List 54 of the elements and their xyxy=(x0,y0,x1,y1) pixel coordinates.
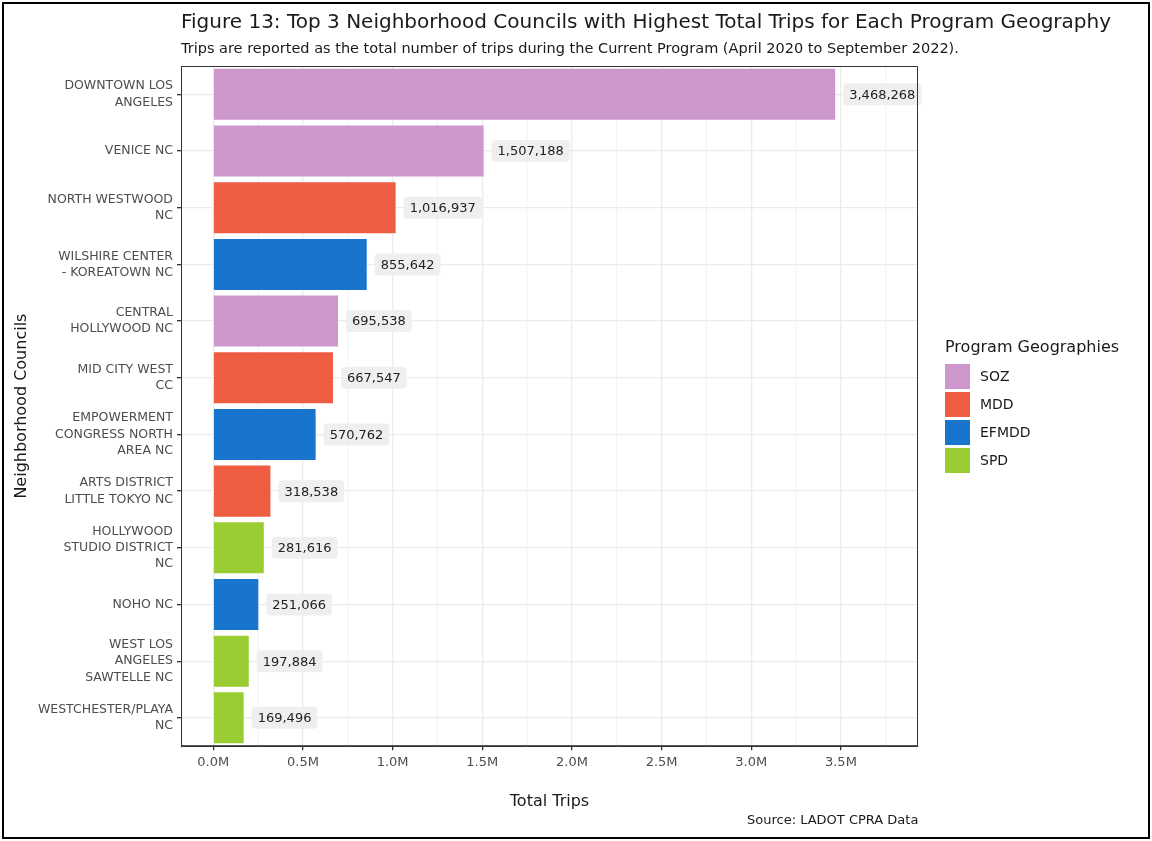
data-label: 667,547 xyxy=(346,370,401,386)
data-label: 197,884 xyxy=(262,653,317,669)
x-tick-label: 0.0M xyxy=(197,754,230,770)
x-tick-label: 2.5M xyxy=(645,754,678,770)
legend-title: Program Geographies xyxy=(945,336,1120,356)
legend-label: EFMDD xyxy=(980,424,1031,441)
data-label: 318,538 xyxy=(284,483,339,499)
y-axis-title: Neighborhood Councils xyxy=(10,313,30,499)
data-label: 281,616 xyxy=(277,540,332,556)
data-label: 695,538 xyxy=(352,313,406,329)
data-label: 855,642 xyxy=(380,256,435,272)
chart-subtitle: Trips are reported as the total number of trips during the Current Program (April 2020 to September 2022). xyxy=(181,40,959,56)
y-tick-label: CENTRAL HOLLYWOOD NC xyxy=(70,304,174,336)
bar xyxy=(213,238,367,290)
bar xyxy=(213,68,836,120)
y-tick-label: MID CITY WEST CC xyxy=(77,360,174,393)
y-tick-label: VENICE NC xyxy=(104,142,174,158)
data-label: 251,066 xyxy=(272,596,327,612)
y-tick-label: WEST LOS ANGELES SAWTELLE NC xyxy=(85,636,174,684)
bar xyxy=(213,578,259,630)
source-note: Source: LADOT CPRA Data xyxy=(747,812,919,827)
legend-label: SPD xyxy=(980,452,1009,469)
data-label: 1,507,188 xyxy=(497,143,564,159)
bar xyxy=(213,125,484,177)
y-tick-label: EMPOWERMENT CONGRESS NORTH AREA NC xyxy=(54,409,174,457)
y-tick-label: DOWNTOWN LOS ANGELES xyxy=(64,77,174,109)
x-tick-label: 1.0M xyxy=(376,754,409,770)
data-label: 169,496 xyxy=(257,710,312,726)
bar xyxy=(213,522,264,574)
bar xyxy=(213,182,396,234)
x-axis-title: Total Trips xyxy=(508,790,590,810)
bar xyxy=(213,692,244,744)
y-tick-label: WILSHIRE CENTER - KOREATOWN NC xyxy=(58,247,174,279)
y-tick-label: NORTH WESTWOOD NC xyxy=(47,190,174,223)
data-label: 570,762 xyxy=(329,426,384,442)
bar xyxy=(213,408,316,460)
legend-label: MDD xyxy=(980,396,1014,413)
bar xyxy=(213,635,249,687)
y-tick-label: NOHO NC xyxy=(112,595,174,611)
bar xyxy=(213,352,333,404)
data-label: 3,468,268 xyxy=(849,86,916,102)
legend-label: SOZ xyxy=(980,368,1010,385)
x-tick-label: 0.5M xyxy=(286,754,319,770)
x-tick-label: 3.5M xyxy=(824,754,857,770)
x-tick-label: 2.0M xyxy=(555,754,588,770)
x-tick-label: 3.0M xyxy=(735,754,768,770)
bar xyxy=(213,465,271,517)
data-label: 1,016,937 xyxy=(409,200,476,216)
y-tick-label: WESTCHESTER/PLAYA NC xyxy=(37,700,174,733)
x-tick-label: 1.5M xyxy=(466,754,499,770)
bar xyxy=(213,295,338,347)
y-tick-label: ARTS DISTRICT LITTLE TOKYO NC xyxy=(64,474,174,506)
y-tick-label: HOLLYWOOD STUDIO DISTRICT NC xyxy=(63,522,174,571)
chart-title: Figure 13: Top 3 Neighborhood Councils with Highest Total Trips for Each Program Geography xyxy=(181,9,1112,33)
